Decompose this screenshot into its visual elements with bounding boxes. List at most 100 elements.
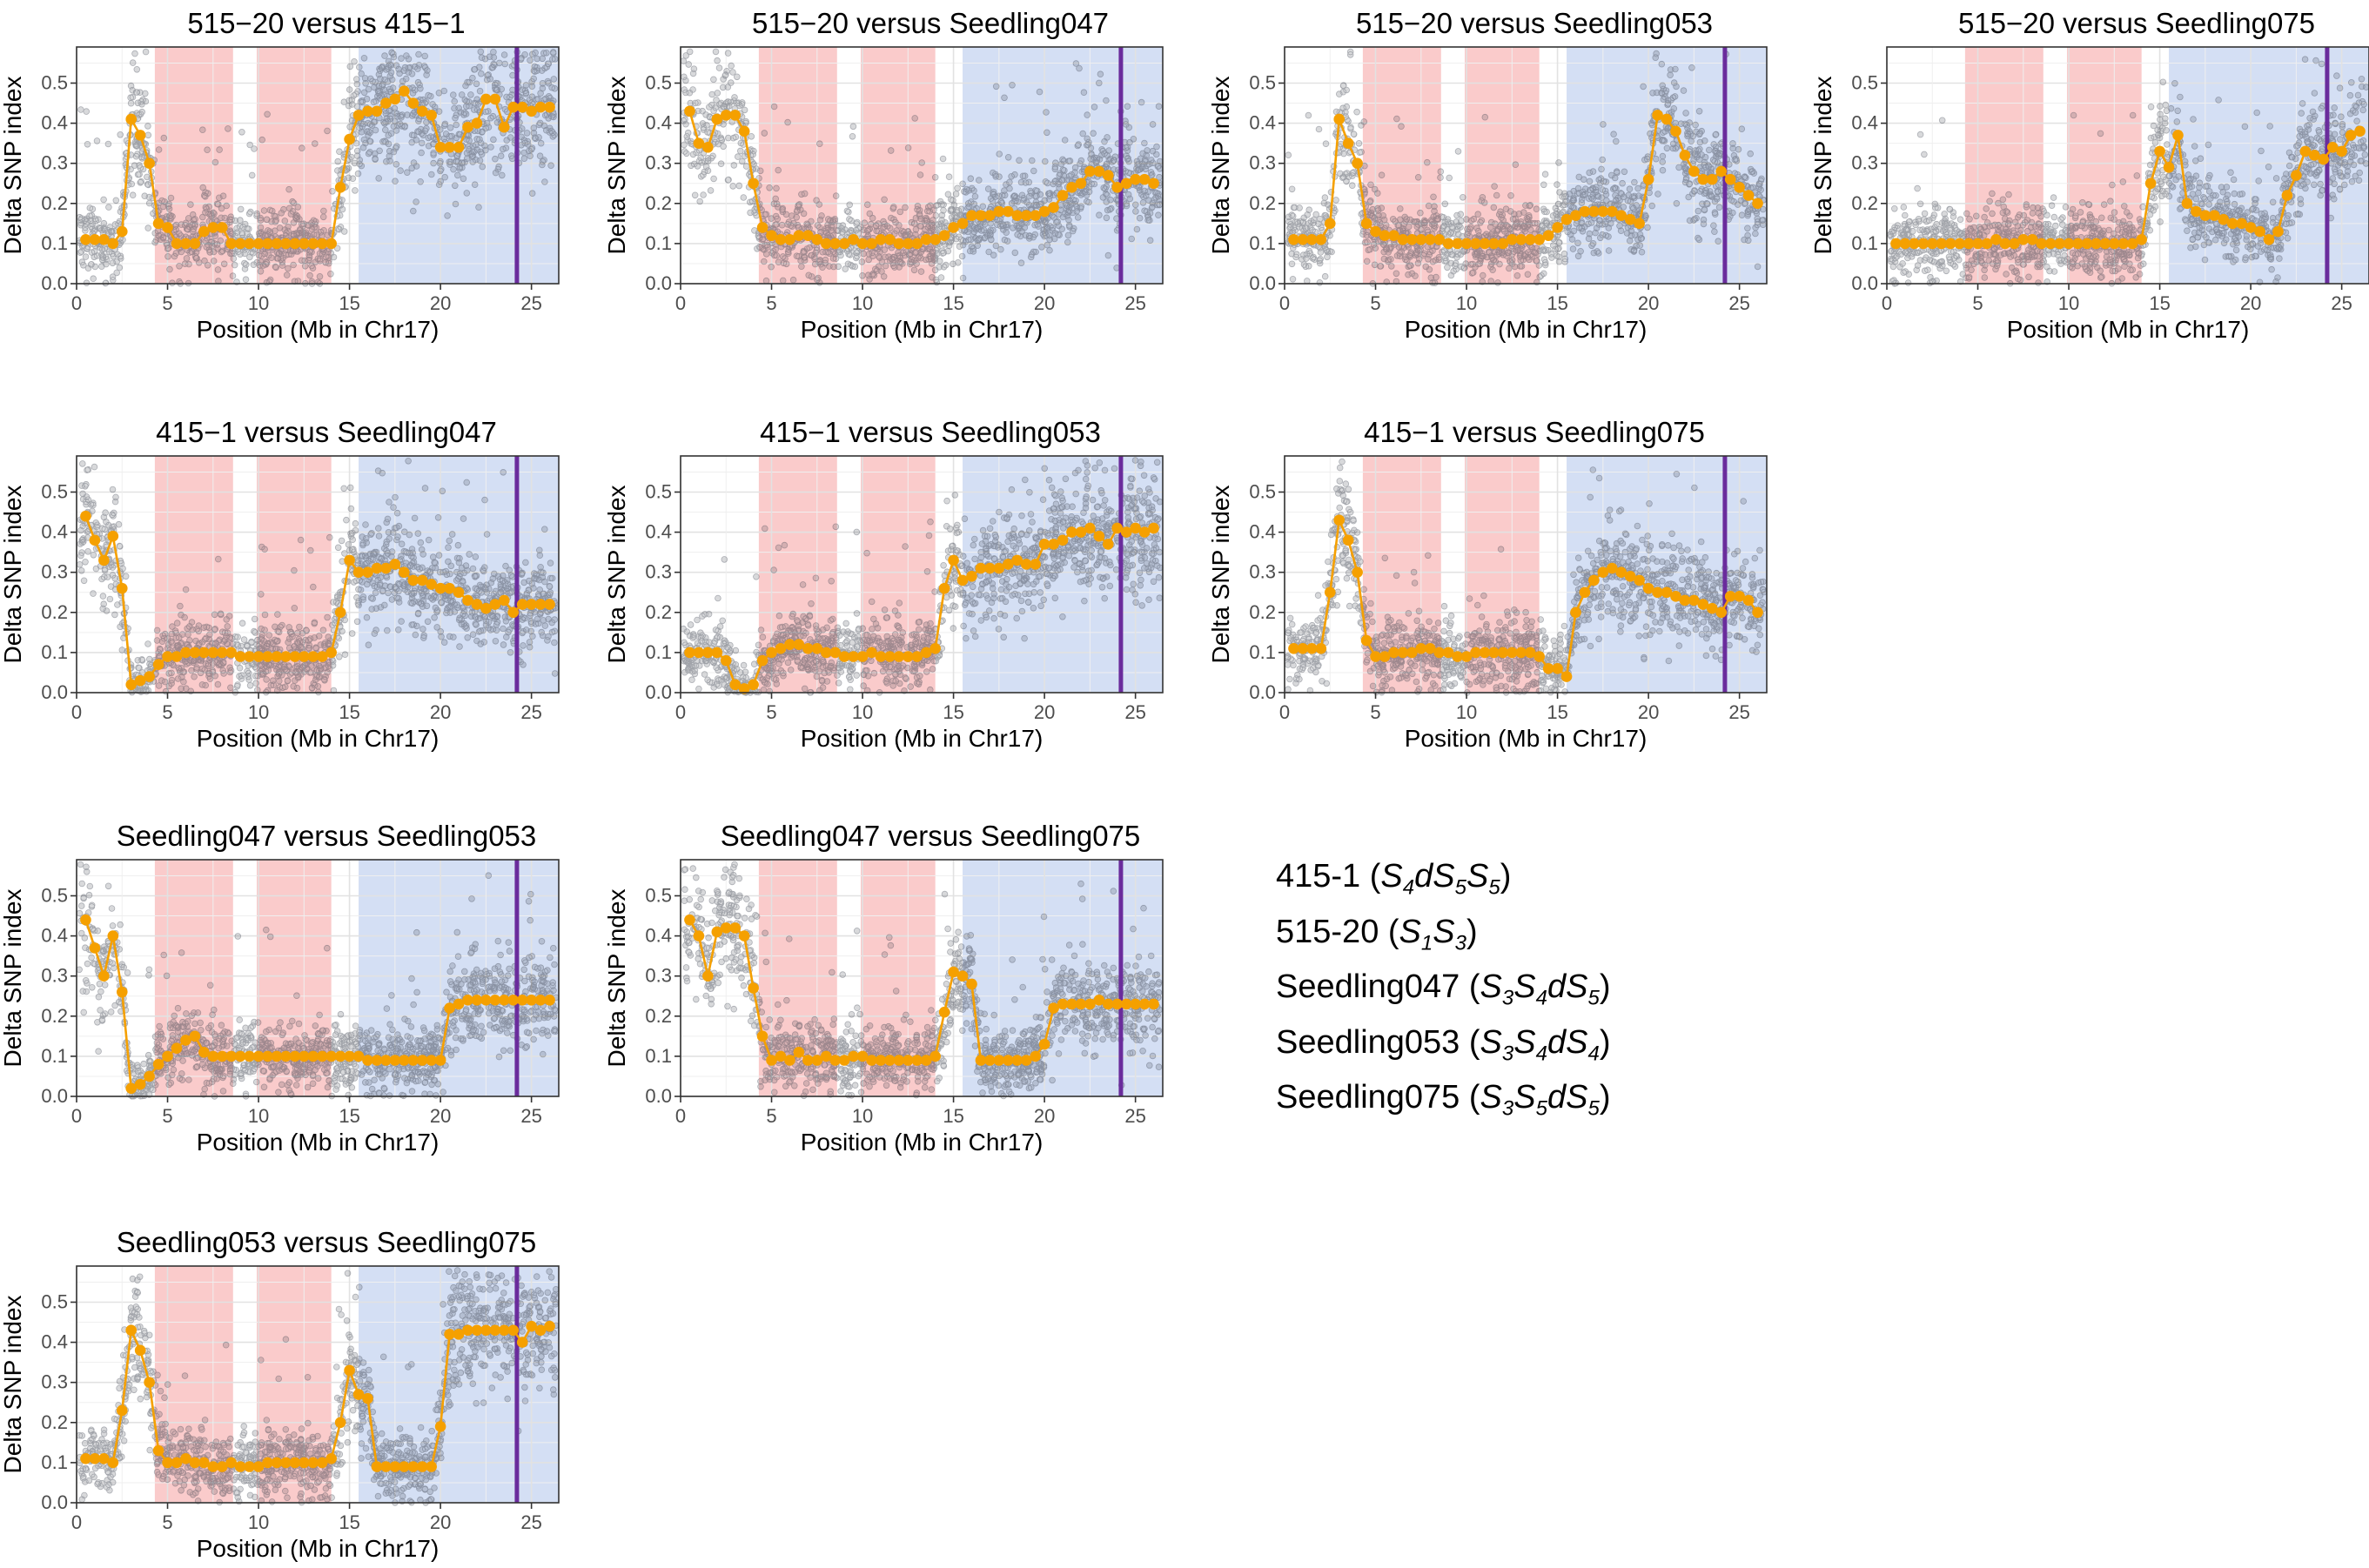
mean-point — [152, 218, 164, 230]
mean-point — [489, 995, 501, 1006]
mean-point — [162, 651, 173, 662]
mean-point — [903, 1055, 914, 1066]
y-tick-label: 0.2 — [41, 1005, 68, 1027]
mean-point — [729, 110, 742, 121]
mean-point — [316, 1050, 328, 1062]
mean-point — [107, 1457, 119, 1469]
mean-point — [993, 205, 1005, 218]
x-axis-label: Position (Mb in Chr17) — [1405, 316, 1648, 343]
legend-entry-name: Seedling053 — [1276, 1023, 1460, 1061]
y-tick-label: 0.5 — [1851, 71, 1878, 93]
mean-point — [389, 1055, 401, 1066]
mean-point — [1352, 566, 1363, 578]
mean-point — [1306, 233, 1318, 245]
mean-point — [180, 1035, 191, 1046]
mean-point — [929, 233, 941, 245]
allele-symbol: dS — [1547, 1079, 1588, 1116]
panel-title: 515−20 versus Seedling075 — [1958, 7, 2315, 39]
mean-point — [1148, 998, 1159, 1010]
mean-point — [1697, 173, 1709, 185]
legend-close-paren: ) — [1599, 1023, 1611, 1061]
x-tick-label: 20 — [1034, 701, 1055, 723]
y-tick-label: 0.1 — [645, 232, 672, 254]
mean-point — [1138, 173, 1151, 185]
mean-point — [1360, 218, 1372, 230]
mean-point — [1057, 534, 1069, 546]
mean-point — [884, 233, 896, 245]
y-tick-label: 0.0 — [41, 1491, 68, 1513]
mean-point — [1515, 233, 1527, 245]
mean-point — [434, 1421, 446, 1432]
mean-point — [938, 582, 950, 594]
x-axis-label: Position (Mb in Chr17) — [197, 1535, 440, 1562]
mean-point — [784, 639, 795, 650]
mean-point — [1297, 233, 1309, 245]
x-tick-label: 0 — [71, 1105, 82, 1127]
mean-point — [2063, 238, 2075, 250]
mean-point — [225, 238, 237, 250]
mean-point — [1324, 218, 1336, 230]
panel-2: 0 5 10 15 20 25 0.0 0.1 0.2 0.3 0.4 0.5 515−20 versu… — [603, 7, 1164, 343]
panel-8: 0 5 10 15 20 25 0.0 0.1 0.2 0.3 0.4 0.5 Seedling047 … — [0, 820, 560, 1156]
y-tick-label: 0.0 — [645, 272, 672, 294]
mean-point — [1533, 233, 1545, 245]
mean-point — [2144, 178, 2157, 190]
mean-point — [1479, 647, 1491, 659]
y-tick-label: 0.1 — [41, 641, 68, 663]
allele-subscript: 1 — [1420, 931, 1433, 955]
mean-point — [729, 922, 742, 934]
mean-point — [180, 1452, 191, 1464]
mean-point — [2172, 130, 2184, 141]
x-tick-label: 10 — [852, 1105, 873, 1127]
x-tick-label: 10 — [2058, 292, 2079, 314]
mean-point — [702, 647, 714, 659]
mean-point — [407, 97, 419, 109]
mean-point — [107, 930, 119, 941]
mean-point — [399, 566, 410, 578]
mean-point — [207, 647, 219, 659]
y-tick-label: 0.4 — [645, 521, 672, 543]
y-tick-label: 0.1 — [1249, 232, 1276, 254]
mean-point — [307, 1050, 319, 1062]
mean-point — [89, 1452, 101, 1464]
mean-point — [125, 1082, 138, 1095]
mean-point — [534, 1324, 547, 1337]
mean-point — [1926, 238, 1938, 250]
mean-point — [252, 1050, 265, 1062]
x-axis-label: Position (Mb in Chr17) — [801, 1129, 1044, 1156]
mean-point — [1075, 178, 1087, 190]
mean-point — [125, 1324, 138, 1337]
mean-point — [720, 922, 732, 934]
mean-point — [1111, 998, 1124, 1010]
x-tick-label: 0 — [675, 292, 686, 314]
mean-point — [1011, 554, 1023, 566]
legend-open-paren: ( — [1460, 1079, 1480, 1116]
y-tick-label: 0.0 — [1249, 272, 1276, 294]
mean-point — [1130, 173, 1141, 185]
mean-point — [1342, 137, 1354, 149]
mean-point — [407, 574, 419, 586]
y-tick-label: 0.5 — [645, 884, 672, 906]
y-tick-label: 0.3 — [41, 561, 68, 583]
allele-subscript: 4 — [1587, 1042, 1600, 1066]
x-tick-label: 15 — [943, 292, 963, 314]
mean-point — [893, 238, 905, 250]
mean-point — [766, 1055, 777, 1066]
mean-point — [1607, 205, 1618, 218]
mean-point — [1661, 113, 1673, 125]
mean-point — [1615, 210, 1627, 221]
mean-point — [1552, 222, 1563, 233]
mean-point — [1315, 642, 1327, 654]
x-tick-label: 15 — [1547, 292, 1567, 314]
y-tick-label: 0.5 — [41, 884, 68, 906]
mean-point — [1899, 238, 1911, 250]
x-tick-label: 25 — [1124, 292, 1145, 314]
mean-point — [1288, 642, 1299, 654]
mean-point — [207, 222, 219, 233]
mean-point — [98, 970, 110, 982]
mean-point — [956, 574, 969, 586]
y-tick-label: 0.2 — [645, 192, 672, 214]
panel-title: 515−20 versus Seedling053 — [1356, 7, 1713, 39]
y-tick-label: 0.3 — [41, 1371, 68, 1393]
mean-point — [738, 930, 750, 941]
